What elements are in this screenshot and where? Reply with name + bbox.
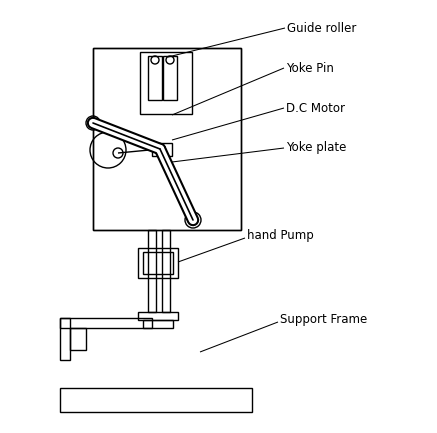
Bar xyxy=(60,318,70,360)
Text: D.C Motor: D.C Motor xyxy=(286,101,345,114)
Text: Yoke plate: Yoke plate xyxy=(286,142,347,155)
Bar xyxy=(163,56,177,100)
Text: Yoke Pin: Yoke Pin xyxy=(286,61,334,74)
Bar xyxy=(148,230,156,312)
Bar xyxy=(70,328,86,350)
Bar xyxy=(162,230,170,312)
Bar xyxy=(143,320,173,328)
Bar xyxy=(138,248,178,278)
Bar xyxy=(60,318,152,328)
Text: Support Frame: Support Frame xyxy=(280,313,367,326)
Bar xyxy=(143,252,173,274)
Bar xyxy=(140,52,192,114)
Bar xyxy=(152,143,172,156)
Text: Guide roller: Guide roller xyxy=(287,22,357,35)
Bar xyxy=(148,56,162,100)
Bar xyxy=(60,388,252,412)
Bar xyxy=(93,48,241,230)
Bar xyxy=(93,48,241,230)
Bar xyxy=(138,312,178,320)
Text: hand Pump: hand Pump xyxy=(247,229,314,242)
